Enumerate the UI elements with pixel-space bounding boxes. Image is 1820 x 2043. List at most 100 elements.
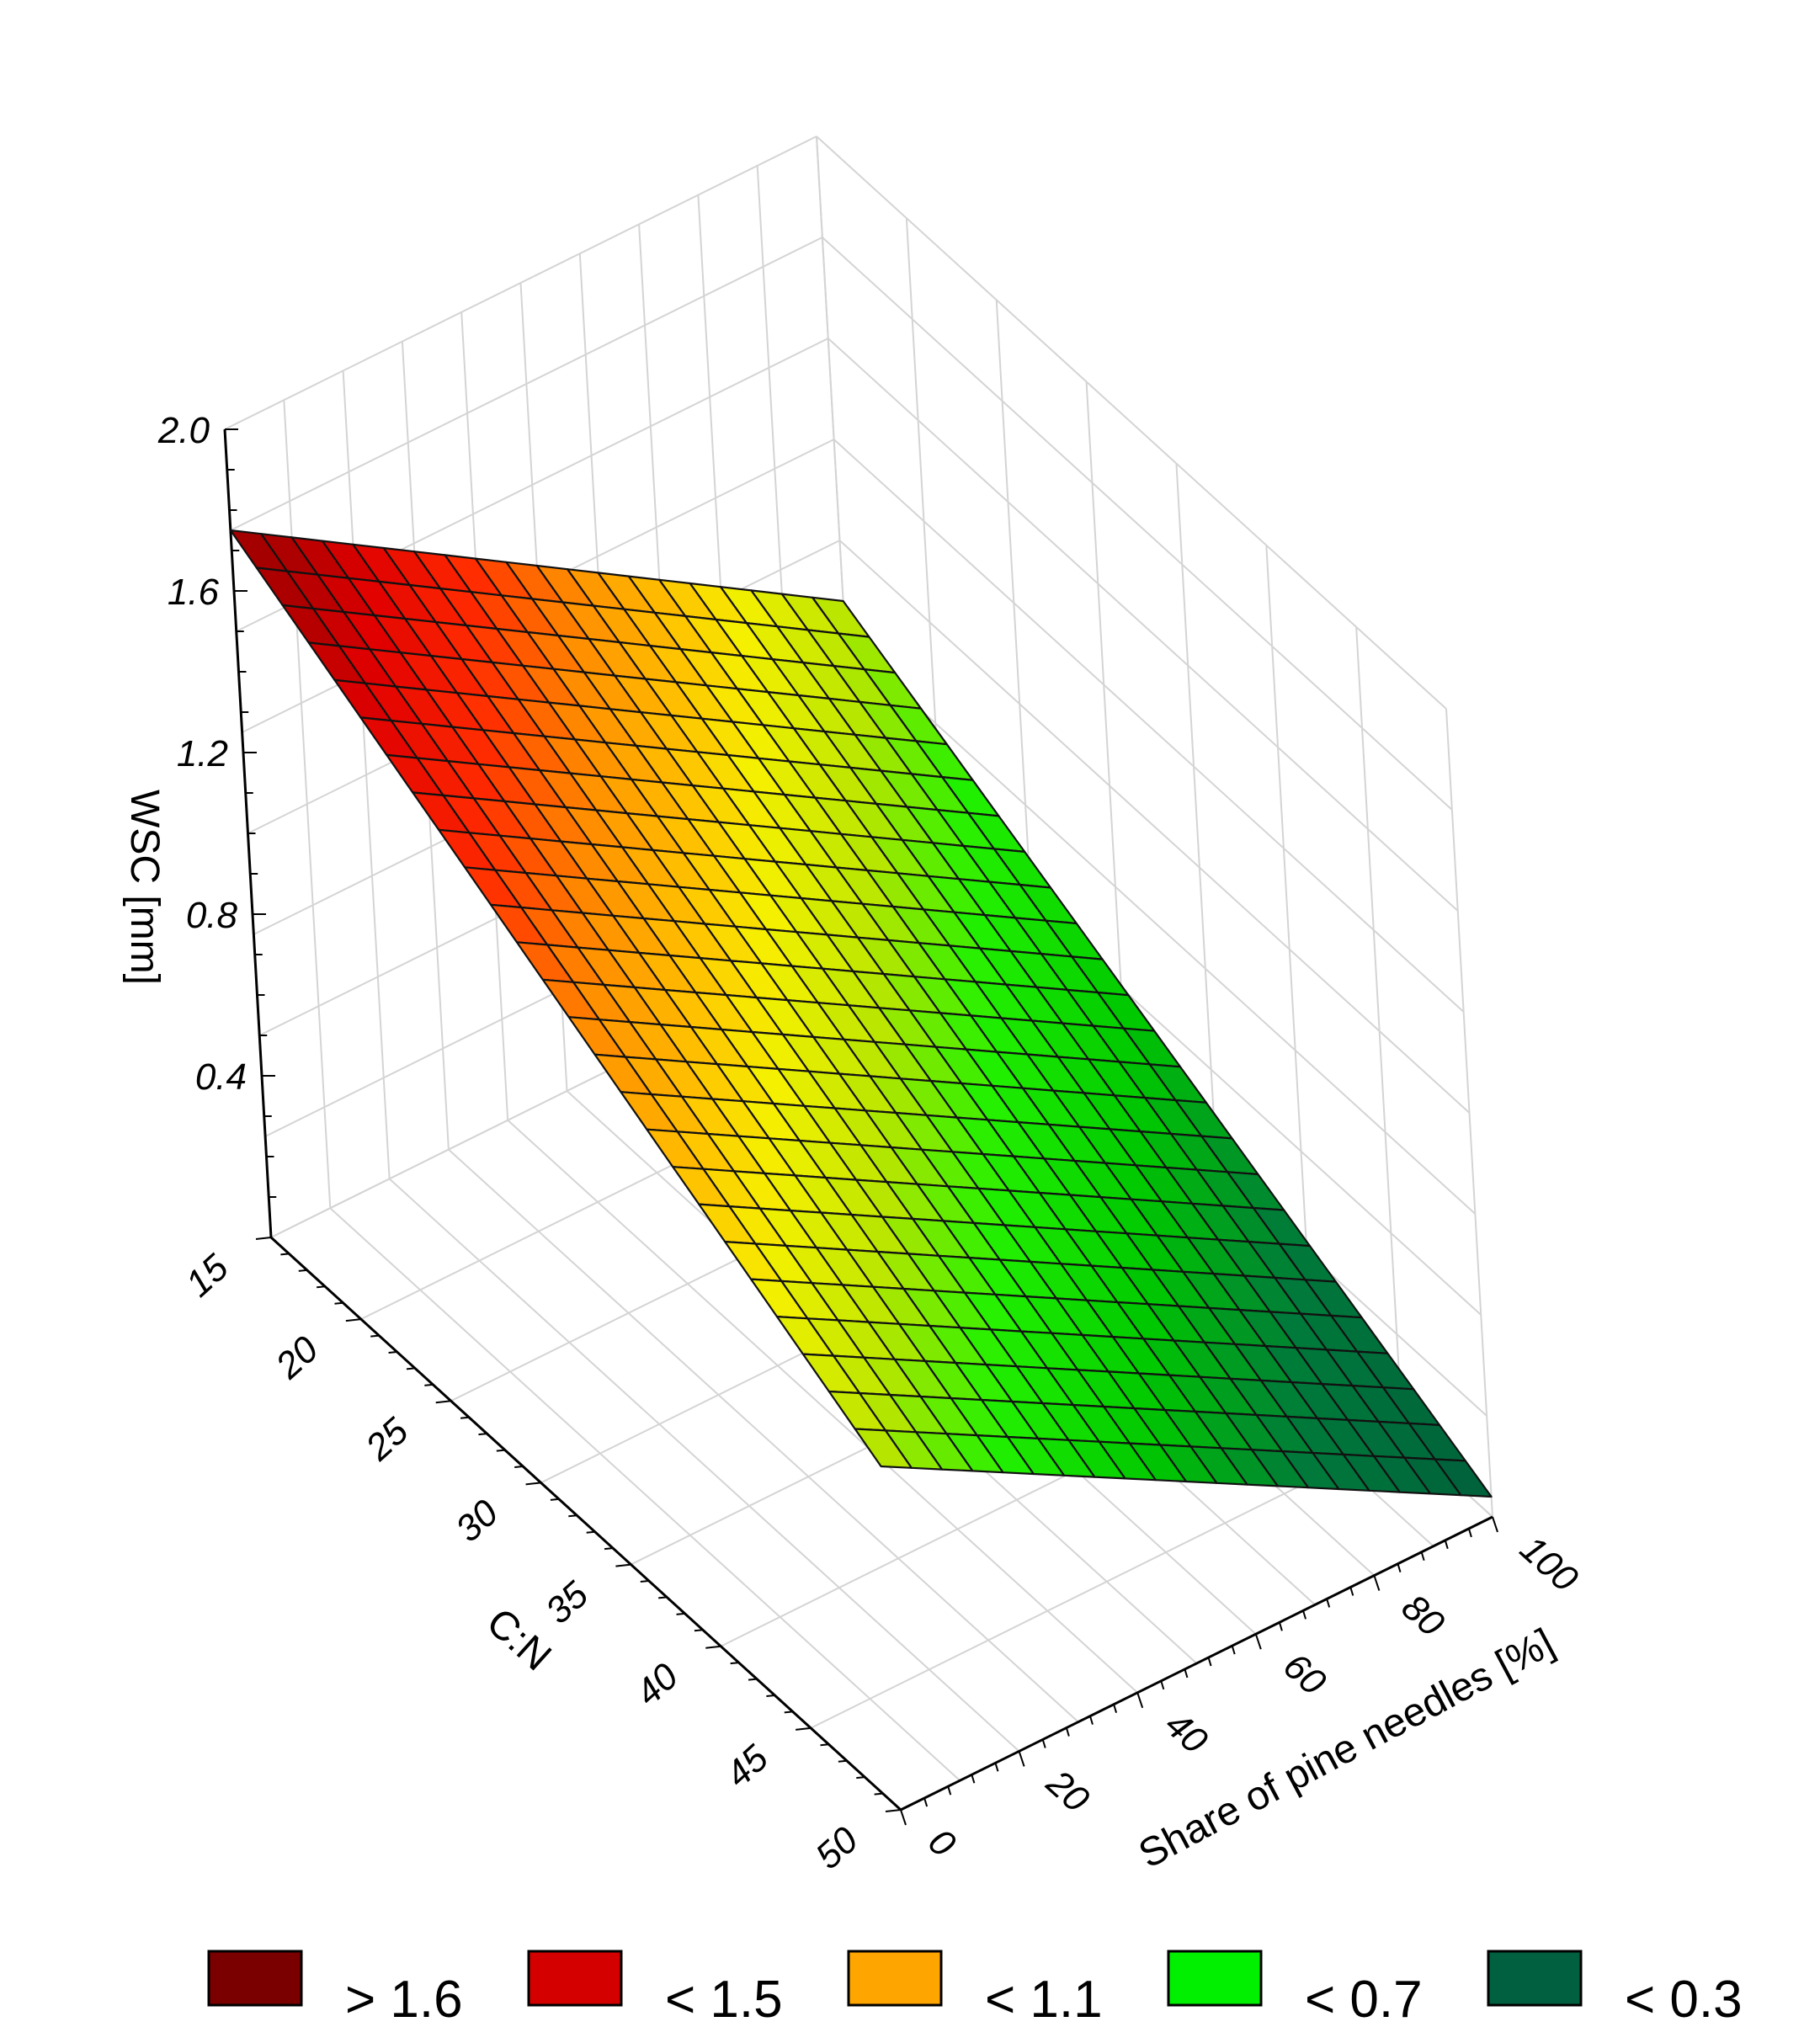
legend-swatch — [847, 1950, 943, 2007]
legend-swatch — [527, 1950, 623, 2007]
x-tick-label: 60 — [1275, 1645, 1334, 1704]
y-tick — [334, 1301, 343, 1305]
grid-line — [388, 1178, 1020, 1753]
legend-label: < 0.3 — [1625, 1971, 1743, 2029]
y-tick — [370, 1334, 380, 1338]
y-tick — [568, 1514, 577, 1518]
y-tick — [255, 1237, 272, 1240]
x-tick — [1041, 1739, 1046, 1748]
x-tick — [1160, 1680, 1165, 1690]
legend-swatch — [1167, 1950, 1263, 2007]
x-tick — [1492, 1516, 1498, 1533]
x-tick — [1136, 1692, 1144, 1709]
y-tick — [766, 1695, 775, 1697]
x-tick-label: 20 — [1038, 1762, 1097, 1821]
z-tick-label: 1.2 — [177, 733, 228, 774]
y-tick — [496, 1449, 505, 1452]
x-tick-label: 40 — [1157, 1704, 1216, 1763]
y-tick-label: 50 — [808, 1819, 867, 1878]
y-tick-label: 15 — [178, 1247, 237, 1306]
y-tick — [514, 1466, 524, 1468]
x-tick — [1254, 1633, 1262, 1650]
y-tick — [525, 1482, 541, 1486]
y-tick-label: 35 — [538, 1573, 597, 1632]
y-tick — [748, 1678, 758, 1681]
y-tick — [317, 1285, 326, 1289]
x-tick — [971, 1774, 976, 1784]
y-tick — [388, 1351, 397, 1354]
x-tick — [947, 1785, 952, 1796]
x-tick-label: 0 — [920, 1821, 963, 1865]
x-tick — [1444, 1540, 1449, 1550]
y-tick — [676, 1612, 685, 1615]
y-axis-line — [269, 1236, 902, 1812]
x-tick — [1184, 1668, 1189, 1679]
x-axis-line — [900, 1515, 1493, 1812]
grid-line — [833, 439, 1465, 1013]
y-tick-label: 40 — [628, 1655, 687, 1714]
z-axis-title: WSC [mm] — [122, 790, 167, 985]
y-tick — [550, 1498, 560, 1501]
z-tick-label: 1.6 — [168, 572, 220, 613]
x-tick — [1326, 1599, 1331, 1608]
y-tick — [604, 1547, 614, 1551]
y-tick-label: 45 — [718, 1737, 777, 1796]
y-tick — [856, 1776, 865, 1780]
y-tick — [298, 1269, 307, 1272]
y-tick — [345, 1318, 361, 1322]
legend-label: > 1.6 — [345, 1971, 463, 2029]
y-tick — [820, 1743, 829, 1747]
y-tick — [424, 1383, 434, 1386]
x-tick — [1231, 1645, 1236, 1655]
y-tick-label: 20 — [268, 1328, 327, 1387]
x-tick — [923, 1797, 929, 1807]
x-tick — [1089, 1716, 1094, 1725]
grid-line — [828, 338, 1459, 912]
x-tick — [1207, 1657, 1212, 1667]
grid-line — [448, 1148, 1079, 1723]
grid-line — [224, 136, 817, 430]
grid-line — [816, 136, 1447, 710]
grid-line — [844, 641, 1477, 1215]
y-tick-label: 30 — [448, 1492, 507, 1551]
x-tick — [1018, 1751, 1025, 1767]
grid-line — [838, 540, 1471, 1114]
legend-swatch — [1487, 1950, 1583, 2007]
x-tick-label: 80 — [1394, 1587, 1453, 1646]
y-tick — [784, 1710, 793, 1714]
x-tick — [1065, 1727, 1070, 1737]
y-tick — [874, 1792, 883, 1796]
y-tick — [694, 1629, 704, 1632]
grid-line — [230, 237, 823, 531]
x-tick — [1349, 1587, 1354, 1596]
legend-label: < 1.5 — [665, 1971, 783, 2029]
y-tick — [406, 1367, 416, 1370]
legend-label: < 0.7 — [1305, 1971, 1423, 2029]
surface-cell — [1434, 1458, 1493, 1498]
y-tick — [838, 1759, 847, 1763]
y-tick — [615, 1563, 631, 1567]
x-tick — [1113, 1704, 1118, 1714]
y-tick — [280, 1253, 290, 1256]
x-tick — [1302, 1610, 1306, 1620]
grid-line — [329, 1207, 961, 1781]
y-tick — [705, 1645, 721, 1649]
grid-line — [822, 237, 1453, 811]
x-tick — [994, 1763, 999, 1772]
x-tick — [1373, 1575, 1381, 1591]
x-tick — [1278, 1621, 1283, 1631]
y-tick — [885, 1809, 902, 1812]
z-tick-label: 2.0 — [157, 410, 210, 451]
y-tick — [586, 1530, 595, 1534]
z-tick-label: 0.8 — [186, 895, 238, 936]
x-tick — [900, 1809, 907, 1826]
y-tick — [796, 1726, 812, 1731]
legend: > 1.6 < 1.5 < 1.1 < 0.7 < 0.3 — [207, 1950, 1743, 2029]
y-tick-label: 25 — [357, 1410, 416, 1469]
x-tick — [1467, 1528, 1472, 1538]
x-tick-label: 100 — [1512, 1528, 1586, 1600]
y-tick — [658, 1596, 668, 1599]
x-tick — [1420, 1551, 1425, 1562]
x-tick — [1397, 1563, 1402, 1572]
